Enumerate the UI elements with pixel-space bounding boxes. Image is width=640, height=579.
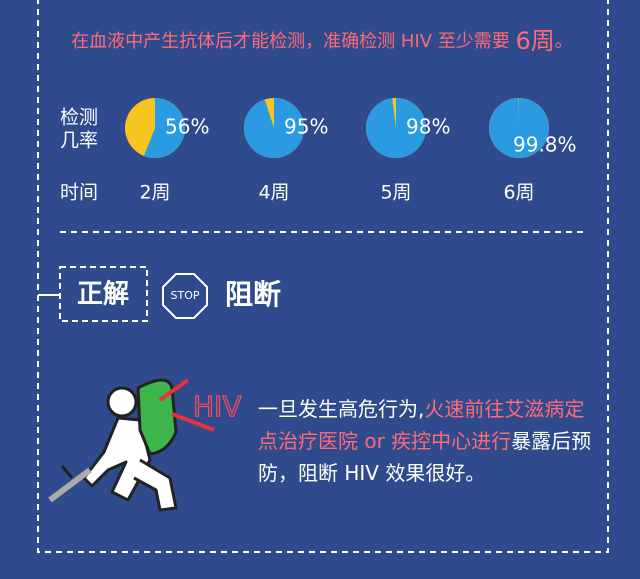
value-label: 95% bbox=[284, 115, 328, 139]
answer-title: 阻断 bbox=[225, 278, 281, 311]
category-label: 5周 bbox=[380, 182, 411, 204]
answer-box bbox=[59, 266, 148, 322]
dashed-frame bbox=[37, 0, 609, 553]
value-label: 56% bbox=[165, 115, 209, 139]
pies: 56% 2周 95% 4周 98% 5周 99.8% 6周 bbox=[125, 98, 577, 204]
notice: 在血液中产生抗体后才能检测，准确检测 HIV 至少需要 6周。 bbox=[71, 27, 573, 55]
hiv-label: HIV bbox=[193, 390, 241, 423]
time-label: 时间 bbox=[60, 182, 98, 204]
value-label: 98% bbox=[406, 115, 450, 139]
value-label: 99.8% bbox=[513, 133, 577, 157]
pie-slice bbox=[366, 98, 426, 159]
arrow-mark bbox=[158, 378, 215, 432]
pie-slice bbox=[143, 98, 185, 158]
category-label: 4周 bbox=[258, 182, 289, 204]
answer-label: 正解 bbox=[77, 280, 129, 310]
notice-highlight: 6周 bbox=[516, 27, 555, 55]
stop-text: STOP bbox=[171, 289, 200, 302]
figure bbox=[48, 378, 178, 512]
pie-slice bbox=[488, 98, 549, 158]
pie-slice bbox=[244, 98, 305, 159]
stop-sign bbox=[162, 273, 208, 319]
category-label: 6周 bbox=[503, 182, 534, 204]
advice-highlight: 火速前往艾滋病定点治疗医院 or 疾控中心进行 bbox=[258, 397, 585, 453]
advice: 一旦发生高危行为,火速前往艾滋病定点治疗医院 or 疾控中心进行暴露后预防，阻断… bbox=[258, 393, 593, 489]
row-label: 检测 bbox=[60, 107, 98, 129]
notice-text: 在血液中产生抗体后才能检测，准确检测 HIV 至少需要 bbox=[71, 31, 515, 52]
advice-text: 一旦发生高危行为, bbox=[258, 397, 425, 421]
notice-end: 。 bbox=[555, 31, 573, 52]
advice-text: 暴露后预防，阻断 HIV 效果很好。 bbox=[258, 429, 592, 485]
row-label: 几率 bbox=[60, 130, 98, 152]
category-label: 2周 bbox=[139, 182, 170, 204]
